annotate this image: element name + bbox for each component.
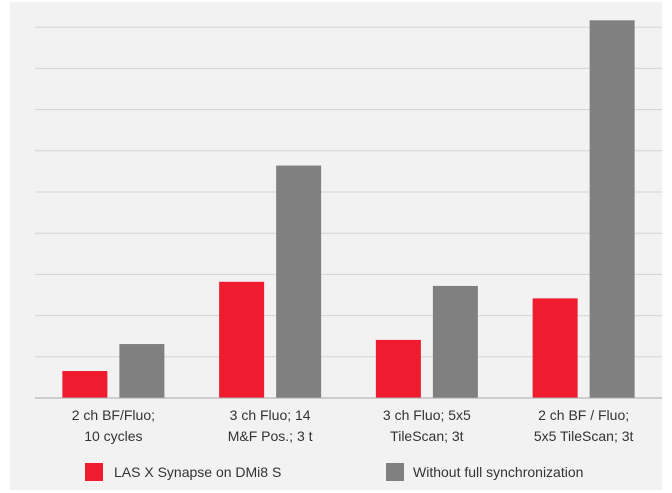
x-tick-label: 2 ch BF / Fluo; — [538, 407, 629, 423]
x-tick-label: M&F Pos.; 3 t — [228, 428, 313, 444]
x-tick-label: 10 cycles — [84, 428, 142, 444]
bar-without-sync-2 — [276, 165, 322, 398]
bar-without-sync-4 — [589, 20, 635, 398]
x-tick-label: 5x5 TileScan; 3t — [534, 428, 634, 444]
legend-swatch — [85, 463, 103, 481]
bar-las-x-synapse-1 — [62, 371, 108, 398]
legend-label: Without full synchronization — [413, 464, 583, 480]
bar-without-sync-3 — [432, 285, 478, 398]
x-tick-label: 3 ch Fluo; 5x5 — [383, 407, 471, 423]
bar-las-x-synapse-3 — [375, 339, 421, 398]
legend-label: LAS X Synapse on DMi8 S — [114, 464, 281, 480]
x-tick-label: TileScan; 3t — [390, 428, 464, 444]
bar-las-x-synapse-2 — [219, 281, 265, 398]
gridlines — [35, 26, 662, 358]
chart-frame: 2 ch BF/Fluo; 10 cycles 3 ch Fluo; 14 M&F P… — [10, 2, 662, 490]
x-tick-label: 2 ch BF/Fluo; — [72, 407, 155, 423]
bar-chart: 2 ch BF/Fluo; 10 cycles 3 ch Fluo; 14 M&F P… — [35, 20, 662, 481]
legend-swatch — [386, 463, 404, 481]
x-tick-labels: 2 ch BF/Fluo; 10 cycles 3 ch Fluo; 14 M&F P… — [72, 407, 634, 444]
legend: LAS X Synapse on DMi8 S Without full sync… — [85, 463, 583, 481]
x-tick-label: 3 ch Fluo; 14 — [230, 407, 311, 423]
bars — [62, 20, 635, 398]
bar-without-sync-1 — [119, 344, 165, 398]
bar-las-x-synapse-4 — [532, 298, 578, 398]
